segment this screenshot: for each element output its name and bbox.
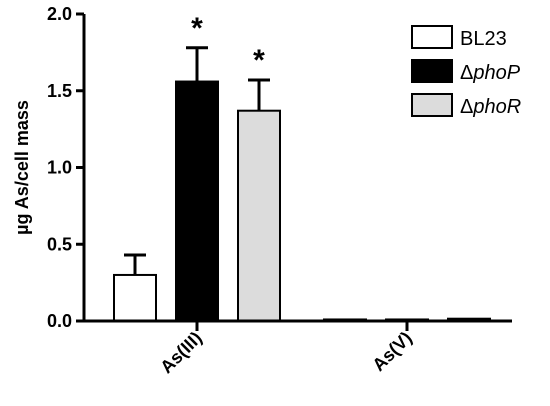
x-tick-label: As(III) bbox=[156, 328, 206, 378]
y-axis-title: µg As/cell mass bbox=[12, 100, 32, 235]
y-tick-label: 0.5 bbox=[47, 234, 72, 254]
x-tick-label: As(V) bbox=[368, 328, 415, 375]
bar-0-1 bbox=[175, 80, 219, 323]
y-tick-label: 1.5 bbox=[47, 81, 72, 101]
x-axis: As(III) As(V) bbox=[84, 319, 512, 378]
y-tick-label: 2.0 bbox=[47, 4, 72, 24]
legend-label: ΔphoP bbox=[460, 62, 521, 84]
legend-swatch-1 bbox=[411, 59, 453, 83]
plot-area: ** bbox=[113, 12, 491, 323]
bar-0-2 bbox=[237, 109, 281, 322]
legend-label: BL23 bbox=[460, 28, 507, 50]
bar-0-0 bbox=[113, 273, 157, 323]
legend-label: ΔphoR bbox=[460, 96, 521, 118]
significance-marker: * bbox=[191, 12, 203, 45]
y-axis: 0.0 0.5 1.0 1.5 2.0 µg As/cell mass bbox=[12, 4, 86, 331]
y-tick-label: 0.0 bbox=[47, 311, 72, 331]
y-tick-label: 1.0 bbox=[47, 158, 72, 178]
significance-marker: * bbox=[253, 44, 265, 77]
legend-swatch-2 bbox=[411, 93, 453, 117]
legend: BL23 ΔphoP ΔphoR bbox=[411, 25, 521, 118]
legend-swatch-0 bbox=[411, 25, 453, 49]
